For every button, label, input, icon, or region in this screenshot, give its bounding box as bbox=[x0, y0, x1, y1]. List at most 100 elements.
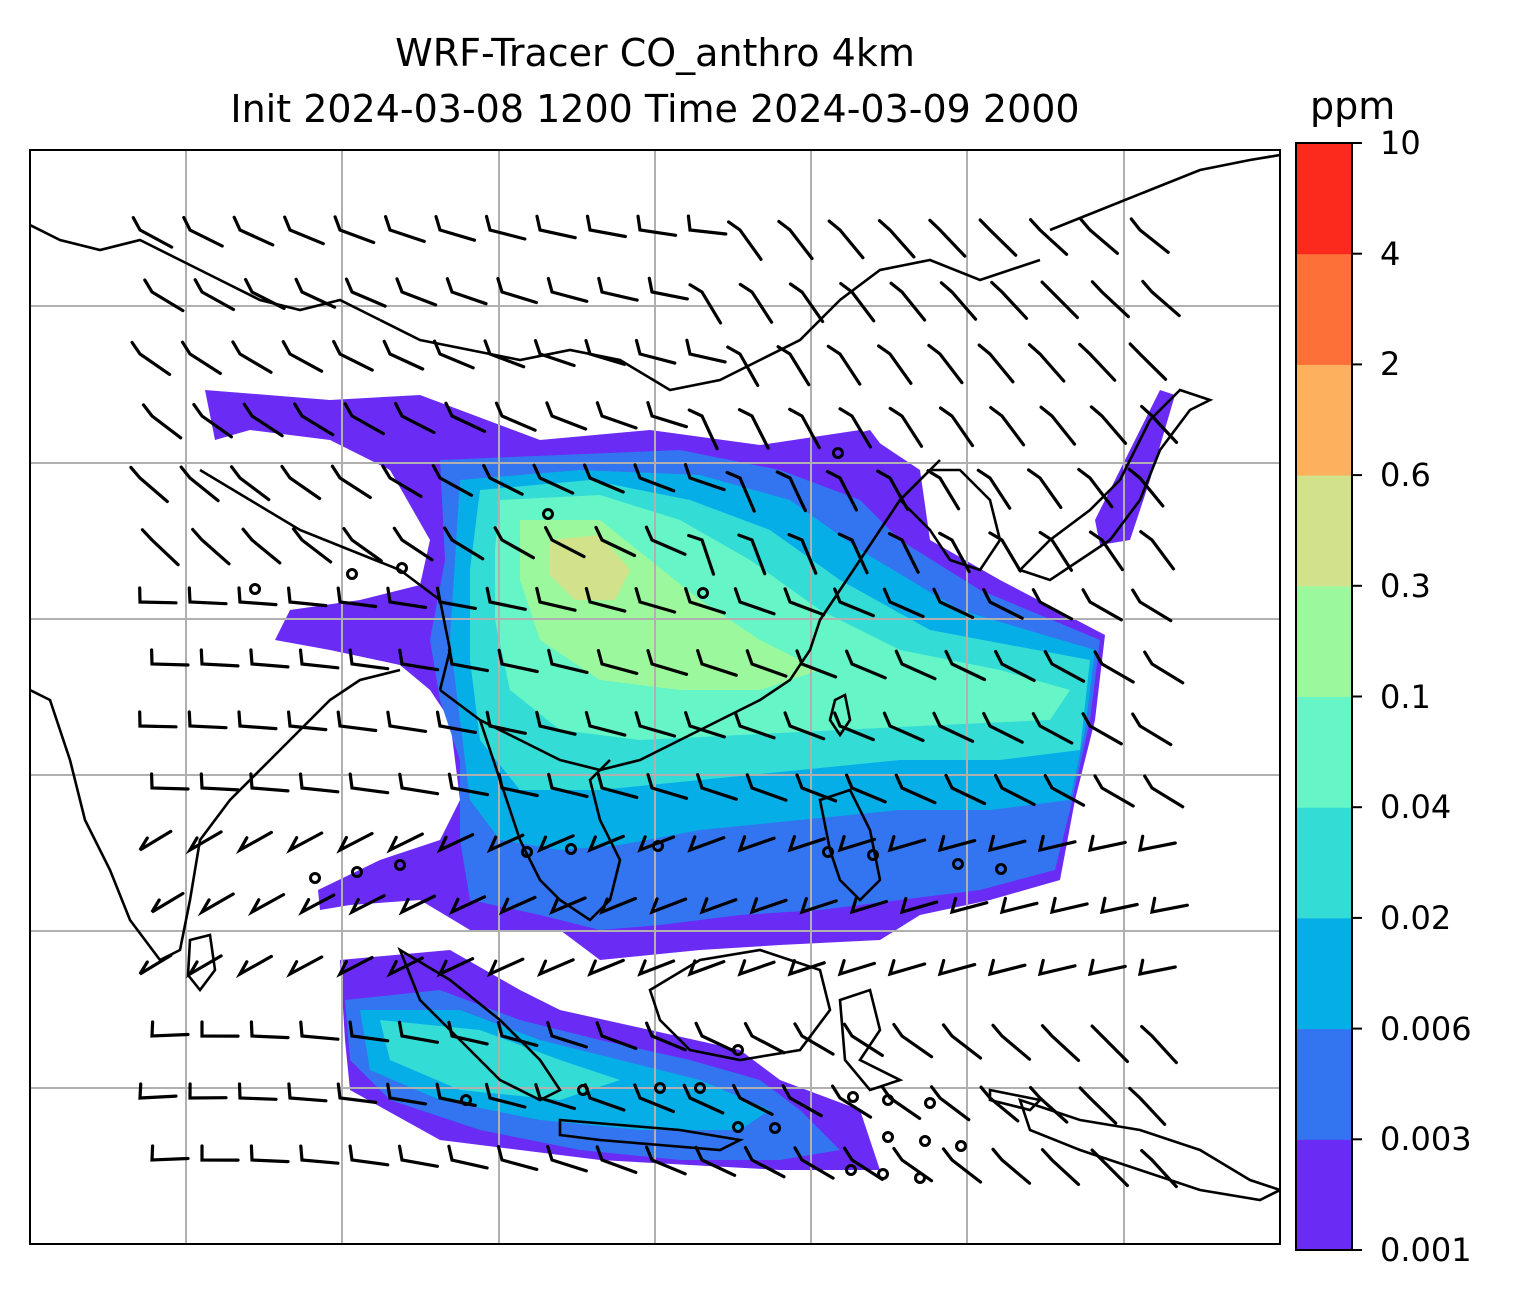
wind-barb bbox=[281, 340, 324, 373]
wind-barb bbox=[982, 711, 1024, 744]
wind-barb bbox=[386, 956, 424, 978]
wind-barb bbox=[988, 531, 1022, 573]
wind-barb bbox=[887, 835, 927, 853]
wind-barb bbox=[1089, 405, 1128, 445]
wind-barb bbox=[837, 959, 876, 977]
wind-barb bbox=[545, 401, 588, 431]
wind-barb bbox=[932, 711, 975, 743]
wind-barb bbox=[283, 215, 325, 246]
wind-barb bbox=[937, 834, 977, 853]
colorbar-tick-label: 0.006 bbox=[1380, 1009, 1472, 1048]
wind-barb bbox=[237, 586, 278, 607]
wind-barb bbox=[185, 830, 223, 855]
coastlines bbox=[30, 153, 1280, 1202]
wind-barb bbox=[892, 1146, 934, 1183]
station-marker bbox=[249, 583, 261, 595]
wind-barb bbox=[982, 587, 1024, 620]
wind-barb bbox=[397, 1020, 439, 1044]
wind-barb bbox=[737, 533, 767, 576]
station-marker bbox=[867, 849, 879, 861]
wind-barb bbox=[496, 1020, 539, 1047]
wind-barb bbox=[193, 278, 236, 312]
wind-barb bbox=[1090, 1148, 1129, 1188]
wind-barb bbox=[687, 408, 719, 451]
wind-barb bbox=[775, 470, 807, 513]
wind-barb bbox=[287, 1082, 328, 1103]
wind-barb bbox=[994, 773, 1036, 806]
wind-barb bbox=[299, 1020, 340, 1041]
colorbar-bin bbox=[1296, 475, 1352, 587]
wind-barb bbox=[837, 835, 876, 853]
coast-mongolia-border bbox=[379, 258, 1041, 392]
wind-barb bbox=[1090, 1024, 1129, 1064]
wind-barb bbox=[1137, 958, 1177, 977]
wind-barb bbox=[150, 772, 190, 791]
wind-barb bbox=[498, 895, 537, 916]
wind-barb bbox=[583, 463, 625, 494]
wind-barb bbox=[645, 1021, 687, 1052]
wind-barb bbox=[725, 470, 756, 513]
coast-indochina bbox=[478, 719, 622, 922]
wind-barb bbox=[398, 894, 436, 916]
wind-barb bbox=[743, 1022, 786, 1055]
wind-barb bbox=[141, 403, 183, 440]
wind-barb bbox=[1029, 218, 1069, 256]
wind-barb bbox=[287, 586, 328, 608]
wind-barb bbox=[486, 957, 525, 978]
station-marker bbox=[396, 562, 408, 574]
wind-barb bbox=[484, 1082, 527, 1109]
wind-barb bbox=[130, 340, 172, 376]
wind-barb bbox=[928, 218, 967, 258]
wind-barb bbox=[636, 214, 678, 237]
wind-barb bbox=[1039, 405, 1077, 446]
wind-barb bbox=[298, 893, 336, 916]
wind-barb bbox=[932, 587, 975, 619]
wind-barb bbox=[199, 772, 240, 792]
wind-barb bbox=[930, 1085, 971, 1122]
wind-barb bbox=[384, 215, 426, 243]
station-marker bbox=[769, 1122, 781, 1134]
wind-barb bbox=[838, 407, 872, 449]
wind-barb bbox=[496, 1144, 539, 1171]
wind-barb bbox=[447, 648, 489, 673]
wind-barb bbox=[1093, 774, 1135, 808]
wind-barb bbox=[188, 1082, 228, 1100]
wind-barb bbox=[926, 469, 961, 511]
wind-barb bbox=[1031, 588, 1074, 621]
wind-barb bbox=[1077, 467, 1114, 509]
colorbar-tick-label: 0.1 bbox=[1380, 677, 1431, 716]
wind-barb bbox=[235, 830, 273, 855]
wind-barb bbox=[1031, 712, 1074, 745]
wind-barb bbox=[180, 340, 222, 375]
wind-barb bbox=[546, 276, 589, 303]
coast-japan bbox=[1017, 388, 1214, 582]
wind-barb bbox=[595, 1021, 638, 1050]
wind-barb bbox=[333, 215, 376, 245]
wind-barb bbox=[688, 283, 723, 325]
wind-barb bbox=[1137, 834, 1177, 853]
wind-barb bbox=[547, 648, 589, 674]
station-marker bbox=[309, 872, 321, 884]
wind-barb bbox=[200, 1020, 240, 1038]
wind-barb bbox=[1131, 588, 1173, 623]
wind-barb bbox=[187, 710, 228, 730]
station-marker bbox=[654, 1082, 666, 1094]
wind-barb bbox=[889, 281, 927, 322]
wind-barb bbox=[443, 526, 485, 561]
wind-barb bbox=[1099, 896, 1139, 915]
wind-barb bbox=[237, 1082, 278, 1101]
wind-barb bbox=[849, 897, 888, 915]
wind-barb bbox=[150, 1020, 190, 1038]
wind-barb bbox=[987, 834, 1027, 853]
wind-barb bbox=[1093, 650, 1135, 684]
wind-barb bbox=[1081, 712, 1123, 746]
wind-barb bbox=[644, 525, 687, 556]
wind-barb bbox=[795, 649, 838, 679]
wind-barb bbox=[1131, 712, 1173, 747]
wind-barb bbox=[842, 1146, 884, 1181]
wind-barb bbox=[1027, 468, 1063, 509]
wind-barb bbox=[291, 527, 333, 564]
wind-barb bbox=[444, 401, 487, 433]
wind-barb bbox=[887, 959, 927, 977]
wind-barb bbox=[242, 402, 284, 438]
